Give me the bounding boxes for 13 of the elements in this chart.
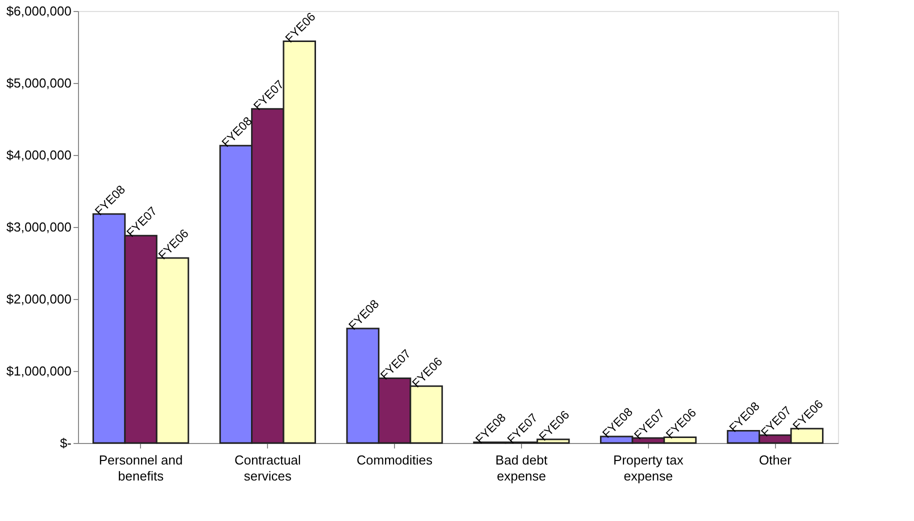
x-tick-label: Commodities (356, 452, 433, 468)
x-tick-label: Bad debt expense (495, 452, 548, 484)
y-tick-label: $1,000,000 (6, 364, 72, 378)
y-tick-label: $4,000,000 (6, 148, 72, 162)
x-tick-label: Property tax expense (613, 452, 684, 484)
x-tick-label: Other (758, 452, 792, 468)
y-tick-label: $6,000,000 (6, 4, 72, 18)
y-tick-label: $2,000,000 (6, 292, 72, 306)
y-tick-label: $5,000,000 (6, 76, 72, 90)
x-tick-label: Contractual services (234, 452, 302, 484)
y-tick-label: $- (60, 436, 72, 450)
y-tick-label: $3,000,000 (6, 220, 72, 234)
x-tick-label: Personnel and benefits (98, 452, 183, 484)
